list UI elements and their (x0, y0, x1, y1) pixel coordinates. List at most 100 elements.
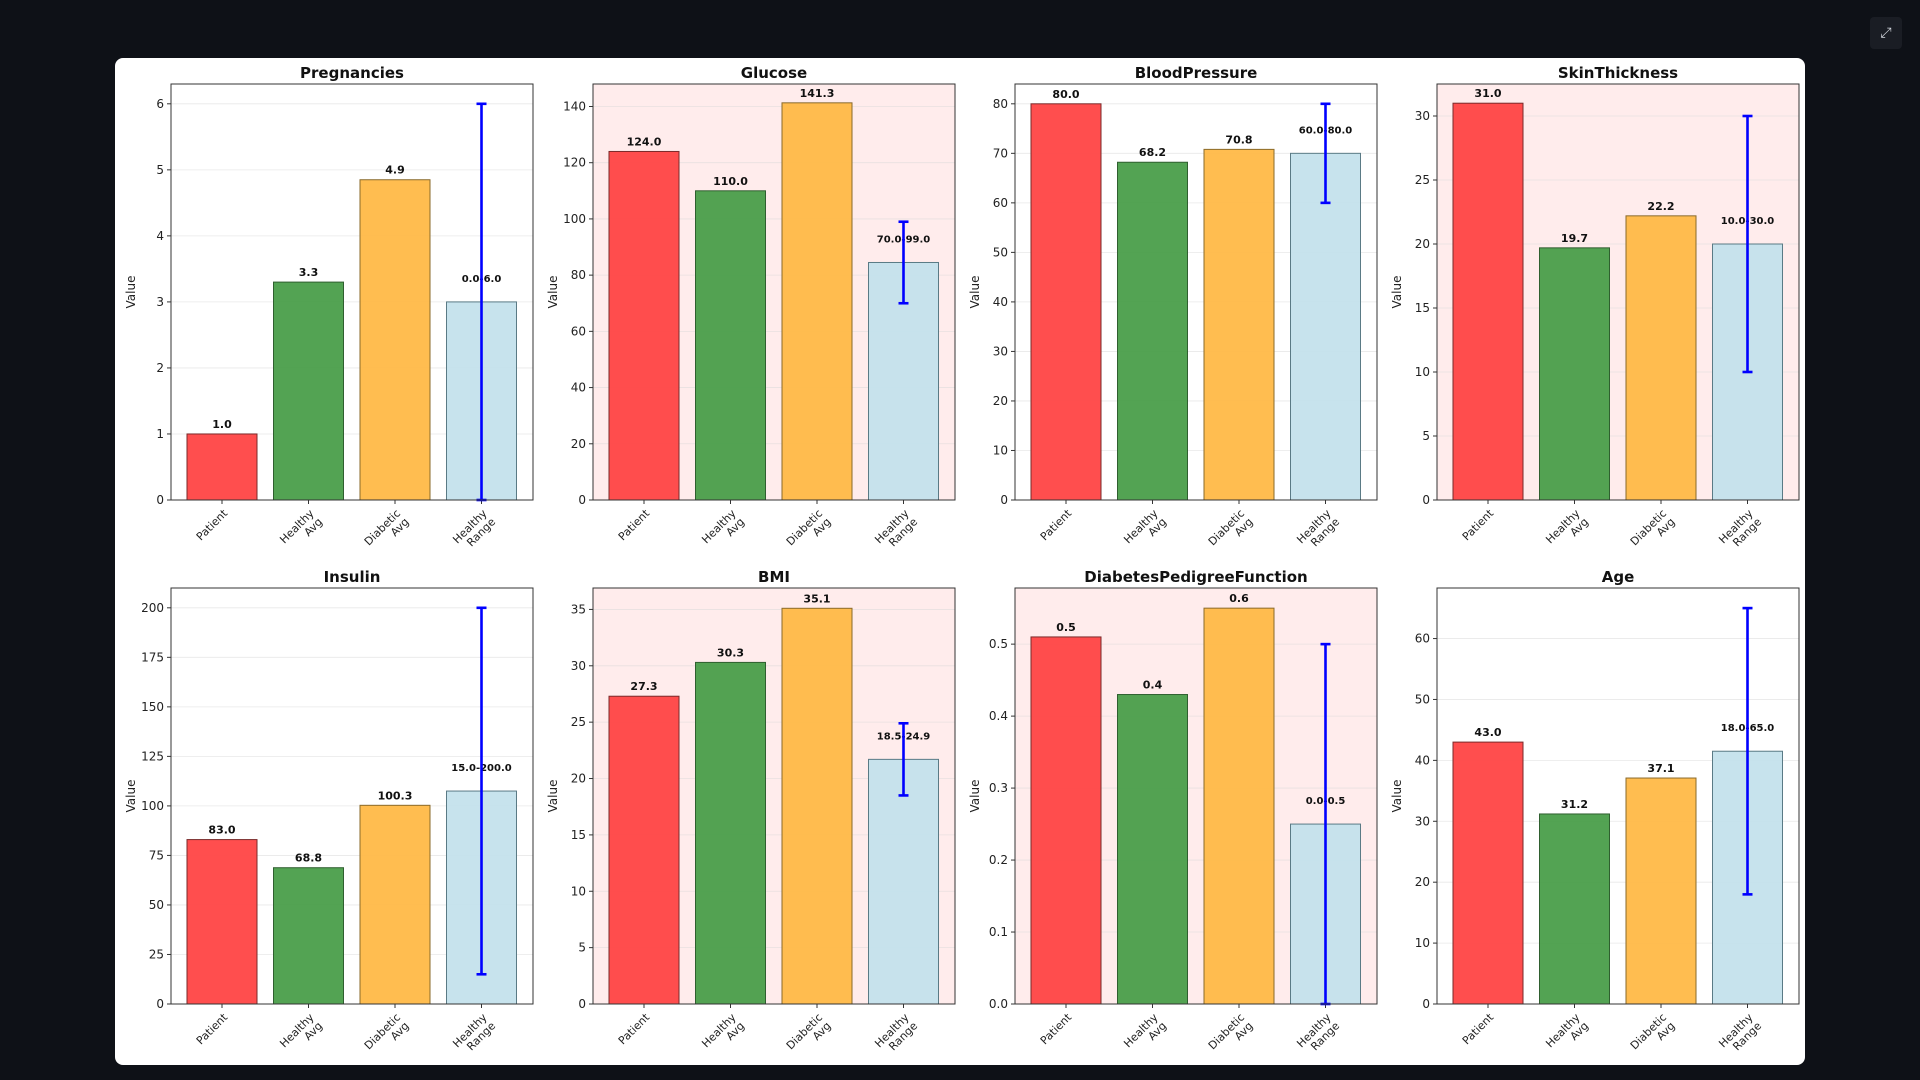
subplot-title: DiabetesPedigreeFunction (1084, 568, 1307, 586)
bar (273, 867, 344, 1005)
y-axis-label: Value (968, 780, 982, 813)
y-tick-label: 5 (578, 941, 586, 955)
y-tick-label: 35 (571, 602, 586, 616)
y-tick-label: 20 (571, 772, 586, 786)
y-tick-label: 0.0 (989, 997, 1008, 1011)
x-tick-label-line: Patient (1460, 1010, 1497, 1047)
bar (695, 661, 766, 1005)
bar (1203, 607, 1275, 1005)
bar-value-label: 141.3 (800, 87, 835, 100)
y-tick-label: 30 (1415, 109, 1430, 123)
y-tick-label: 15 (1415, 301, 1430, 315)
bar-value-label: 0.6 (1229, 592, 1249, 605)
bar-value-label: 80.0 (1052, 88, 1079, 101)
axes-frame (592, 83, 956, 501)
subplot-title: Age (1602, 568, 1635, 586)
y-tick-label: 0.2 (989, 853, 1008, 867)
x-tick-label-line: Patient (194, 506, 231, 543)
y-tick-label: 150 (141, 700, 164, 714)
bar-value-label: 27.3 (630, 680, 657, 693)
bar-value-label: 3.3 (299, 266, 319, 279)
x-tick-label-line: Patient (194, 1010, 231, 1047)
bar (781, 607, 853, 1005)
bar-value-label: 31.0 (1474, 87, 1501, 100)
subplot-pregnancies: 1.0Patient3.3HealthyAvg4.9DiabeticAvg0.0… (124, 64, 534, 550)
y-tick-label: 75 (149, 848, 164, 862)
bar (1117, 161, 1188, 501)
bar (608, 150, 680, 501)
y-tick-label: 10 (1415, 936, 1430, 950)
y-tick-label: 120 (563, 156, 586, 170)
bar (359, 804, 431, 1005)
bar (695, 190, 766, 501)
axes-frame (592, 587, 956, 1005)
bar-value-label: 31.2 (1561, 798, 1588, 811)
y-tick-label: 5 (156, 163, 164, 177)
y-tick-label: 15 (571, 828, 586, 842)
axes-frame (170, 587, 534, 1005)
bar-value-label: 35.1 (803, 592, 830, 605)
exit-fullscreen-icon: ⤢ (1880, 25, 1892, 41)
bar-value-label: 43.0 (1474, 726, 1501, 739)
x-tick-label: Patient (616, 506, 653, 543)
y-tick-label: 60 (571, 324, 586, 338)
bar-value-label: 68.2 (1139, 146, 1166, 159)
y-tick-label: 50 (149, 898, 164, 912)
bar (186, 433, 258, 501)
bar (1452, 102, 1524, 501)
bar-value-label: 110.0 (713, 175, 748, 188)
y-tick-label: 2 (156, 361, 164, 375)
y-tick-label: 175 (141, 650, 164, 664)
bar-value-label: 19.7 (1561, 232, 1588, 245)
y-tick-label: 60 (993, 196, 1008, 210)
y-axis-label: Value (124, 276, 138, 309)
subplot-title: Pregnancies (300, 64, 404, 82)
bar-value-label: 124.0 (627, 135, 662, 148)
bar-value-label: 68.8 (295, 852, 322, 865)
y-tick-label: 200 (141, 601, 164, 615)
y-tick-label: 30 (571, 659, 586, 673)
y-axis-label: Value (124, 780, 138, 813)
y-tick-label: 0 (156, 997, 164, 1011)
y-tick-label: 0.5 (989, 637, 1008, 651)
bar (1030, 636, 1102, 1005)
bar (1117, 694, 1188, 1005)
bar-value-label: 83.0 (208, 824, 235, 837)
y-tick-label: 140 (563, 99, 586, 113)
bar (1539, 813, 1610, 1005)
y-axis-label: Value (1390, 780, 1404, 813)
y-tick-label: 100 (563, 212, 586, 226)
bar (359, 179, 431, 501)
bar-value-label: 22.2 (1647, 200, 1674, 213)
subplot-title: BMI (758, 568, 790, 586)
y-tick-label: 50 (993, 245, 1008, 259)
bar (1539, 247, 1610, 501)
y-tick-label: 50 (1415, 692, 1430, 706)
x-tick-label-line: Patient (1038, 506, 1075, 543)
y-tick-label: 0.1 (989, 925, 1008, 939)
exit-fullscreen-button[interactable]: ⤢ (1870, 17, 1902, 49)
x-tick-label: Patient (1038, 506, 1075, 543)
